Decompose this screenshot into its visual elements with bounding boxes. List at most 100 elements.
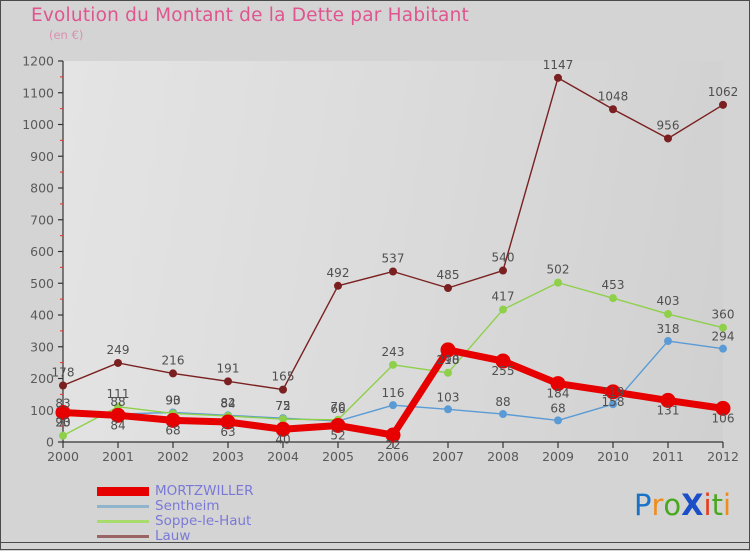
- series-lauw: [59, 73, 727, 394]
- data-value-label: 1062: [708, 85, 739, 99]
- data-value-label: 294: [712, 330, 735, 344]
- data-point: [59, 381, 67, 390]
- x-axis-tick-label: 2004: [267, 449, 299, 464]
- data-value-label: 84: [220, 396, 235, 410]
- y-axis-tick-label: 700: [30, 212, 54, 227]
- data-value-label: 93: [165, 393, 180, 407]
- legend-swatch: [97, 535, 149, 538]
- legend-swatch: [97, 505, 149, 508]
- logo-letter: X: [681, 488, 704, 522]
- logo-letter: o: [663, 488, 682, 522]
- data-value-label: 88: [495, 395, 510, 409]
- legend-item[interactable]: Lauw: [97, 529, 427, 544]
- data-point: [664, 337, 672, 346]
- data-value-label: 70: [330, 400, 345, 414]
- data-point: [444, 368, 452, 377]
- data-point: [609, 294, 617, 303]
- data-value-label: 1048: [598, 89, 629, 103]
- data-value-label: 956: [657, 118, 680, 132]
- data-value-label: 72: [275, 399, 290, 413]
- data-value-label: 106: [712, 411, 735, 425]
- y-axis-tick-label: 600: [30, 244, 54, 259]
- data-point-core: [389, 431, 397, 439]
- x-axis-tick-label: 2007: [432, 449, 464, 464]
- data-point: [444, 405, 452, 414]
- data-value-label: 502: [547, 263, 570, 277]
- data-value-label: 249: [107, 343, 130, 357]
- data-value-label: 360: [712, 308, 735, 322]
- data-value-label: 22: [385, 438, 400, 452]
- data-value-label: 255: [492, 364, 515, 378]
- logo-letter: i: [722, 488, 731, 522]
- data-value-label: 93: [55, 415, 70, 429]
- series-line: [62, 77, 724, 391]
- data-value-label: 103: [437, 390, 460, 404]
- data-point: [114, 358, 122, 367]
- data-value-label: 403: [657, 294, 680, 308]
- logo-letter: i: [703, 488, 712, 522]
- legend-label: Soppe-le-Haut: [155, 513, 252, 529]
- y-axis-tick-label: 100: [30, 403, 54, 418]
- data-point: [169, 369, 177, 378]
- data-value-label: 131: [657, 403, 680, 417]
- footer-divider: [1, 542, 750, 543]
- x-axis-tick-label: 2005: [322, 449, 354, 464]
- data-point: [719, 100, 727, 109]
- data-point: [554, 416, 562, 425]
- data-point: [719, 323, 727, 332]
- legend-swatch: [97, 487, 149, 496]
- data-value-label: 178: [52, 365, 75, 379]
- data-value-label: 191: [217, 361, 240, 375]
- data-value-label: 66: [330, 402, 345, 416]
- data-value-label: 453: [602, 278, 625, 292]
- data-point-core: [499, 357, 507, 365]
- data-point-core: [114, 412, 122, 419]
- y-axis-tick-label: 0: [46, 435, 54, 450]
- page-title: Evolution du Montant de la Dette par Hab…: [31, 5, 469, 26]
- y-axis-tick-label: 500: [30, 276, 54, 291]
- data-value-label: 75: [275, 399, 290, 413]
- proxiti-logo[interactable]: ProXiti: [634, 488, 731, 522]
- data-value-label: 84: [110, 418, 125, 432]
- data-value-label: 63: [220, 425, 235, 439]
- data-point-core: [169, 417, 177, 424]
- legend-label: Lauw: [155, 528, 191, 544]
- y-axis-tick-label: 900: [30, 149, 54, 164]
- data-point: [499, 305, 507, 314]
- x-axis-tick-label: 2011: [652, 449, 684, 464]
- x-axis-tick-label: 2002: [157, 449, 189, 464]
- y-axis-tick-label: 1200: [22, 54, 54, 69]
- data-point: [664, 310, 672, 319]
- data-point-core: [664, 397, 672, 404]
- axes: 0 100 200 300 400 500 600 700 800 900 1000 1100 1200…: [22, 54, 739, 465]
- logo-letter: r: [651, 488, 664, 522]
- y-axis-tick-label: 200: [30, 371, 54, 386]
- data-value-label: 537: [382, 252, 405, 266]
- data-value-label: 540: [492, 251, 515, 265]
- data-point: [609, 400, 617, 409]
- data-value-label: 216: [162, 353, 185, 367]
- data-value-label: 111: [107, 387, 130, 401]
- chart-legend: MORTZWILLER Sentheim Soppe-le-Haut Lauw: [97, 484, 427, 544]
- series-mortzwiller: [55, 342, 731, 443]
- data-value-label: 318: [657, 322, 680, 336]
- x-axis-tick-label: 2008: [487, 449, 519, 464]
- data-value-label: 417: [492, 290, 515, 304]
- data-value-label: 40: [275, 432, 290, 446]
- legend-item[interactable]: MORTZWILLER: [97, 484, 427, 499]
- data-value-label: 184: [547, 387, 570, 401]
- legend-item[interactable]: Sentheim: [97, 499, 427, 514]
- x-axis-tick-label: 2006: [377, 449, 409, 464]
- x-axis-tick-label: 2003: [212, 449, 244, 464]
- data-point: [444, 284, 452, 293]
- legend-item[interactable]: Soppe-le-Haut: [97, 514, 427, 529]
- x-axis-tick-label: 2010: [597, 449, 629, 464]
- data-point: [389, 360, 397, 369]
- legend-label: MORTZWILLER: [155, 483, 254, 499]
- value-labels: 178 249 216 191 165 492 537 485 540 1147 1048 956 10…: [52, 58, 739, 452]
- data-point-core: [59, 409, 67, 416]
- data-value-label: 20: [55, 416, 70, 430]
- x-axis-tick-label: 2000: [47, 449, 79, 464]
- data-value-label: 83: [55, 397, 70, 411]
